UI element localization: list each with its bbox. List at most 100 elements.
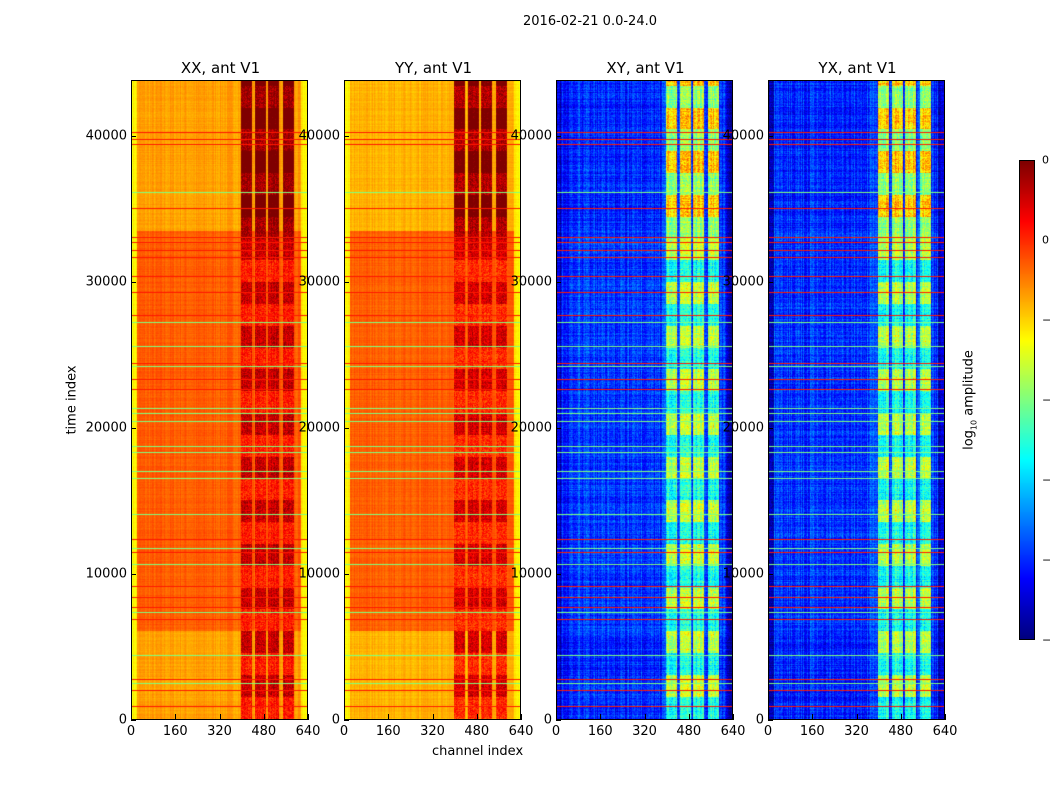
x-tick-label: 0 (126, 724, 136, 739)
y-tick-label: 10000 (722, 566, 764, 582)
y-tick-label: 30000 (298, 274, 340, 290)
y-tick-label: 20000 (510, 420, 552, 436)
x-tick-mark (945, 714, 946, 720)
x-tick-label: 480 (464, 724, 490, 739)
y-tick-mark (344, 135, 349, 137)
x-tick-mark (600, 714, 602, 720)
x-tick-mark (900, 714, 902, 720)
y-tick-mark (768, 281, 773, 283)
y-tick-mark (768, 573, 773, 575)
x-tick-label: 480 (251, 724, 277, 739)
x-tick-mark (388, 714, 390, 720)
x-tick-label: 160 (587, 724, 613, 739)
x-tick-mark (644, 714, 646, 720)
x-tick-label: 0 (763, 724, 773, 739)
y-tick-label: 40000 (722, 128, 764, 144)
y-tick-label: 20000 (298, 420, 340, 436)
heatmap-image (557, 81, 732, 719)
x-tick-mark (131, 714, 132, 720)
y-tick-mark (768, 427, 773, 429)
y-tick-label: 10000 (85, 566, 127, 582)
heatmap-image (345, 81, 520, 719)
heatmap-panel-0: XX, ant V1 (131, 59, 308, 720)
y-tick-mark (344, 427, 349, 429)
y-tick-label: 30000 (510, 274, 552, 290)
colorbar-label: log10 amplitude (962, 350, 979, 450)
x-tick-mark (308, 714, 309, 720)
x-tick-label: 320 (632, 724, 657, 739)
y-tick-mark (556, 720, 561, 721)
x-tick-mark (733, 714, 734, 720)
y-tick-label: 20000 (85, 420, 127, 436)
x-tick-mark (768, 714, 769, 720)
y-tick-mark (768, 135, 773, 137)
y-tick-label: 10000 (510, 566, 552, 582)
panel-title: YX, ant V1 (818, 59, 897, 77)
x-tick-label: 320 (844, 724, 869, 739)
colorbar-label-sub: 10 (969, 419, 979, 431)
y-tick-label: 0 (118, 712, 127, 728)
x-tick-label: 640 (932, 724, 958, 739)
y-tick-label: 0 (755, 712, 764, 728)
heatmap-panel-2: XY, ant V1 (556, 59, 733, 720)
panel-title: YY, ant V1 (394, 59, 472, 77)
y-tick-mark (131, 281, 136, 283)
x-tick-label: 320 (420, 724, 445, 739)
y-tick-mark (131, 427, 136, 429)
colorbar-tick-label: −2.5 (1042, 633, 1050, 647)
y-tick-mark (556, 281, 561, 283)
y-tick-label: 40000 (298, 128, 340, 144)
y-tick-mark (344, 573, 349, 575)
y-tick-mark (344, 281, 349, 283)
heatmap-panel-1: YY, ant V1 (344, 59, 521, 720)
y-tick-label: 0 (543, 712, 552, 728)
y-tick-mark (344, 720, 349, 721)
panel-title: XY, ant V1 (606, 59, 685, 77)
heatmap-image (132, 81, 307, 719)
y-tick-mark (556, 427, 561, 429)
colorbar-tick-label: −1.0 (1042, 393, 1050, 407)
x-axis-label: channel index (432, 744, 524, 759)
x-tick-label: 0 (339, 724, 349, 739)
y-tick-label: 10000 (298, 566, 340, 582)
colorbar-label-prefix: log (961, 430, 977, 450)
x-tick-mark (476, 714, 478, 720)
y-tick-mark (131, 135, 136, 137)
colorbar-tick-label: −1.5 (1042, 473, 1050, 487)
y-tick-label: 40000 (85, 128, 127, 144)
colorbar-tick-label: −2.0 (1042, 553, 1050, 567)
heatmap-image (769, 81, 944, 719)
x-tick-mark (812, 714, 814, 720)
x-tick-label: 640 (720, 724, 746, 739)
y-tick-label: 0 (331, 712, 340, 728)
colorbar-label-suffix: amplitude (961, 350, 977, 420)
x-tick-mark (432, 714, 434, 720)
x-tick-label: 160 (162, 724, 188, 739)
x-tick-mark (344, 714, 345, 720)
x-tick-label: 640 (295, 724, 321, 739)
y-tick-mark (768, 720, 773, 721)
x-tick-label: 160 (799, 724, 825, 739)
heatmap-panel-3: YX, ant V1 (768, 59, 945, 720)
x-tick-mark (556, 714, 557, 720)
y-tick-mark (131, 720, 136, 721)
x-tick-mark (688, 714, 690, 720)
x-tick-mark (856, 714, 858, 720)
figure-title: 2016-02-21 0.0-24.0 (523, 14, 657, 29)
x-tick-label: 320 (207, 724, 232, 739)
colorbar-tick-label: −0.5 (1042, 313, 1050, 327)
x-tick-mark (175, 714, 177, 720)
x-tick-mark (263, 714, 265, 720)
x-tick-mark (521, 714, 522, 720)
x-tick-label: 640 (508, 724, 534, 739)
y-axis-label: time index (64, 365, 80, 435)
colorbar (1019, 160, 1035, 640)
y-tick-label: 30000 (722, 274, 764, 290)
x-tick-label: 480 (676, 724, 702, 739)
colorbar-tick-label: 0.5 (1042, 153, 1050, 167)
y-tick-label: 30000 (85, 274, 127, 290)
x-tick-label: 0 (551, 724, 561, 739)
y-tick-mark (131, 573, 136, 575)
y-tick-mark (556, 135, 561, 137)
